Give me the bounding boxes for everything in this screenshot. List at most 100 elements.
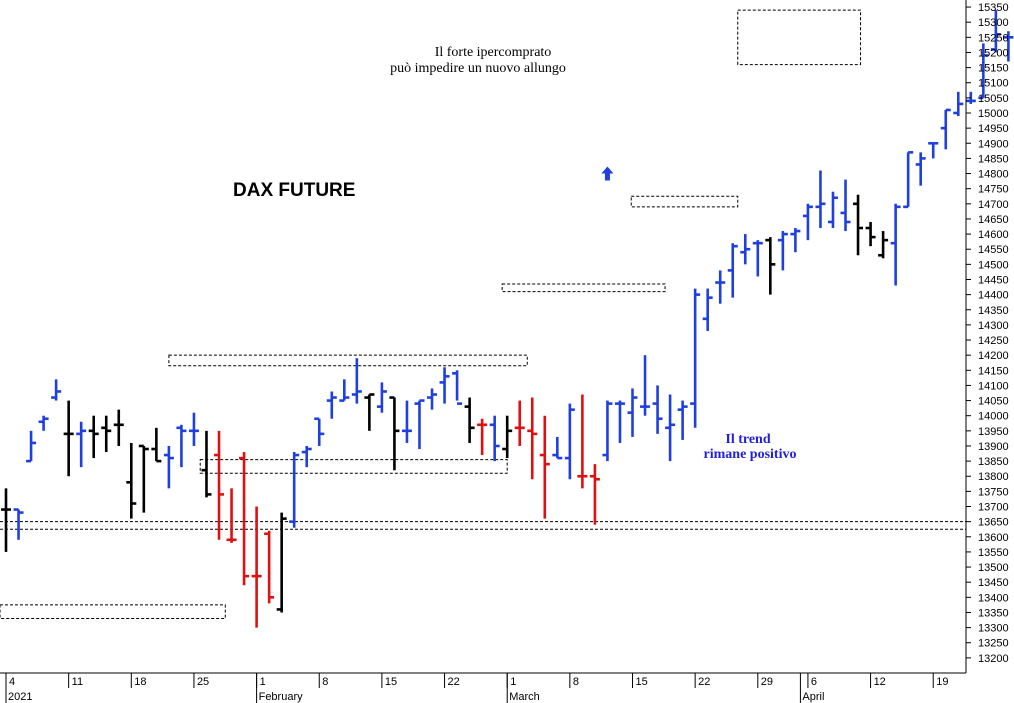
zone-boxes <box>0 9 862 620</box>
ohlc-bar-43 <box>539 415 550 519</box>
ohlc-bar-30 <box>376 382 387 413</box>
y-tick-label: 15200 <box>978 47 1009 59</box>
x-tick-label: 12 <box>874 676 886 688</box>
ohlc-bar-11 <box>138 444 149 513</box>
ohlc-bar-51 <box>640 355 651 416</box>
x-tick-label: 18 <box>134 676 146 688</box>
ohlc-bar-78 <box>978 43 989 100</box>
ohlc-bar-2 <box>26 430 37 463</box>
y-tick-label: 13950 <box>978 426 1009 438</box>
ohlc-bar-55 <box>690 288 701 428</box>
ohlc-bar-42 <box>527 397 538 480</box>
x-tick-label: 22 <box>698 676 710 688</box>
ohlc-bar-24 <box>301 445 312 468</box>
ohlc-bar-50 <box>627 388 638 437</box>
x-tick-label: 25 <box>197 676 209 688</box>
ohlc-bar-72 <box>903 151 914 209</box>
ohlc-bar-47 <box>589 464 600 525</box>
ohlc-bar-62 <box>777 231 788 271</box>
y-tick-label: 15250 <box>978 32 1009 44</box>
x-tick-label: 29 <box>761 676 773 688</box>
ohlc-bar-14 <box>176 424 187 468</box>
annotation-bottom-line1: Il trend <box>725 432 770 447</box>
ohlc-bar-29 <box>364 393 375 431</box>
ohlc-bar-25 <box>314 417 325 446</box>
ohlc-bar-39 <box>489 415 500 462</box>
up-arrow-icon <box>601 166 614 181</box>
ohlc-bar-53 <box>665 394 676 462</box>
ohlc-bar-6 <box>76 421 87 468</box>
ohlc-bar-28 <box>351 358 362 404</box>
x-tick-label: 15 <box>385 676 397 688</box>
y-tick-label: 13750 <box>978 486 1009 498</box>
y-tick-label: 15150 <box>978 63 1009 75</box>
y-tick-label: 13850 <box>978 456 1009 468</box>
support-lines <box>0 521 966 530</box>
ohlc-bar-10 <box>126 442 137 519</box>
ohlc-bar-67 <box>840 179 851 232</box>
x-tick-label: 19 <box>936 676 948 688</box>
y-tick-label: 14950 <box>978 123 1009 135</box>
y-tick-label: 15350 <box>978 2 1009 14</box>
ohlc-bar-32 <box>401 400 412 443</box>
y-tick-label: 15300 <box>978 17 1009 29</box>
y-tick-label: 14600 <box>978 229 1009 241</box>
y-tick-label: 14150 <box>978 365 1009 377</box>
ohlc-bar-73 <box>915 152 926 186</box>
ohlc-bar-58 <box>727 243 738 298</box>
y-tick-label: 13250 <box>978 638 1009 650</box>
ohlc-bar-37 <box>464 397 475 443</box>
ohlc-bar-18 <box>226 488 237 543</box>
ohlc-bar-76 <box>953 91 964 117</box>
y-tick-label: 14100 <box>978 380 1009 392</box>
ohlc-bar-33 <box>414 399 425 449</box>
ohlc-bar-40 <box>502 415 513 459</box>
y-tick-label: 14750 <box>978 184 1009 196</box>
y-tick-label: 13450 <box>978 577 1009 589</box>
x-tick-label: 1 <box>510 676 516 688</box>
y-tick-label: 14000 <box>978 411 1009 423</box>
ohlc-bar-64 <box>802 203 813 241</box>
ohlc-bar-44 <box>552 436 563 460</box>
zone-box-5 <box>737 9 862 66</box>
ohlc-bar-59 <box>740 234 751 265</box>
y-tick-label: 13350 <box>978 607 1009 619</box>
ohlc-bar-80 <box>1003 31 1014 62</box>
ohlc-bar-26 <box>326 391 337 419</box>
y-tick-label: 14500 <box>978 259 1009 271</box>
y-tick-label: 13400 <box>978 592 1009 604</box>
y-tick-label: 13500 <box>978 562 1009 574</box>
ohlc-bar-69 <box>865 221 876 247</box>
ohlc-bar-31 <box>389 396 400 471</box>
ohlc-bar-74 <box>928 141 939 159</box>
y-tick-label: 14650 <box>978 214 1009 226</box>
ohlc-bar-22 <box>276 512 287 613</box>
ohlc-bar-3 <box>38 415 49 431</box>
ohlc-bar-7 <box>88 415 99 459</box>
ohlc-bar-1 <box>13 508 24 540</box>
annotation-top-line2: può impedire un nuovo allungo <box>390 61 566 76</box>
zone-box-4 <box>630 195 739 208</box>
y-tick-label: 13200 <box>978 653 1009 665</box>
ohlc-bar-5 <box>63 400 74 477</box>
ohlc-bar-36 <box>452 370 463 405</box>
y-tick-label: 14450 <box>978 274 1009 286</box>
y-tick-label: 14700 <box>978 199 1009 211</box>
y-tick-label: 14250 <box>978 335 1009 347</box>
x-tick-label: 8 <box>573 676 579 688</box>
ohlc-bar-4 <box>51 379 62 401</box>
x-tick-label: 6 <box>811 676 817 688</box>
ohlc-bar-49 <box>614 400 625 443</box>
ohlc-bar-27 <box>339 379 350 402</box>
y-tick-label: 13900 <box>978 441 1009 453</box>
y-tick-label: 14400 <box>978 290 1009 302</box>
ohlc-bar-52 <box>652 385 663 434</box>
ohlc-bar-57 <box>715 270 726 304</box>
y-tick-label: 13300 <box>978 623 1009 635</box>
ohlc-bar-61 <box>765 237 776 295</box>
ohlc-bar-54 <box>677 400 688 440</box>
y-tick-label: 13700 <box>978 502 1009 514</box>
y-tick-label: 14900 <box>978 138 1009 150</box>
